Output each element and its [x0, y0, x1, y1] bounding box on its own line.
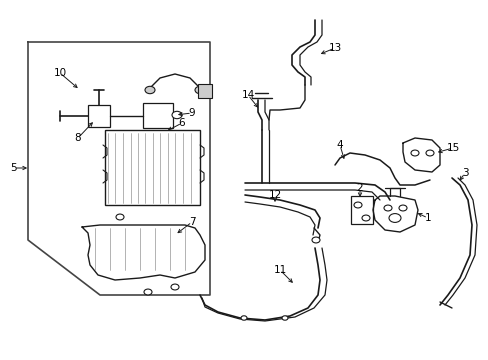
Bar	[198, 84, 212, 98]
Circle shape	[143, 289, 152, 295]
Circle shape	[195, 86, 204, 94]
Circle shape	[353, 202, 361, 208]
Circle shape	[388, 213, 400, 222]
Circle shape	[383, 205, 391, 211]
Text: 2: 2	[356, 183, 363, 193]
Bar	[350, 196, 372, 224]
Circle shape	[145, 86, 155, 94]
Bar	[88, 105, 110, 127]
Circle shape	[116, 214, 124, 220]
Text: 12: 12	[268, 190, 281, 200]
Text: 10: 10	[53, 68, 66, 78]
Text: 6: 6	[178, 118, 185, 128]
Text: 4: 4	[336, 140, 343, 150]
Text: 7: 7	[188, 217, 195, 227]
Circle shape	[425, 150, 433, 156]
Circle shape	[398, 205, 406, 211]
Text: 13: 13	[328, 43, 341, 53]
Circle shape	[171, 284, 179, 290]
Text: 8: 8	[75, 133, 81, 143]
Text: 15: 15	[446, 143, 459, 153]
Text: 1: 1	[424, 213, 430, 223]
Text: 3: 3	[461, 168, 468, 178]
Bar	[142, 103, 173, 128]
Circle shape	[172, 111, 182, 119]
Text: 5: 5	[11, 163, 17, 173]
Bar	[105, 130, 200, 205]
Text: 14: 14	[241, 90, 254, 100]
Circle shape	[241, 316, 246, 320]
Text: 11: 11	[273, 265, 286, 275]
Circle shape	[282, 316, 287, 320]
Circle shape	[311, 237, 319, 243]
Circle shape	[361, 215, 369, 221]
Text: 9: 9	[188, 108, 195, 118]
Circle shape	[410, 150, 418, 156]
